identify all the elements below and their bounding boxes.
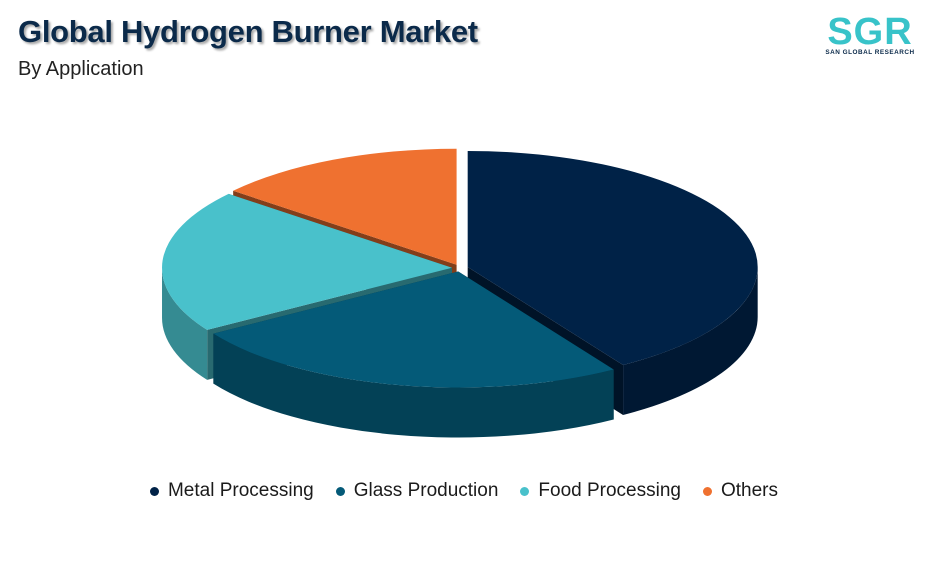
legend-label: Others <box>720 480 779 501</box>
legend-label: Metal Processing <box>167 480 314 501</box>
chart-subtitle: By Application <box>18 58 144 80</box>
legend-label: Food Processing <box>538 480 681 501</box>
pie-slice-glass-production <box>213 271 614 438</box>
slice-top-face <box>213 271 614 388</box>
legend-label: Glass Production <box>353 480 499 501</box>
slice-top-face <box>467 150 758 365</box>
slice-outer-wall <box>623 266 758 415</box>
pie-chart <box>162 148 758 438</box>
legend-item-metal-processing: Metal Processing <box>149 480 314 502</box>
legend-marker <box>702 486 712 496</box>
legend-marker <box>335 486 345 496</box>
slice-top-face <box>162 193 453 330</box>
slice-outer-wall <box>162 267 208 380</box>
slice-outer-wall <box>213 333 614 438</box>
legend-item-glass-production: Glass Production <box>335 480 499 502</box>
slice-top-face <box>233 148 457 265</box>
legend-item-others: Others <box>702 480 779 502</box>
logo-text: SGR <box>827 11 912 53</box>
legend-marker <box>520 486 530 496</box>
sgr-logo: SGR SAN GLOBAL RESEARCH <box>825 11 914 56</box>
chart-legend: Metal Processing Glass Production Food Pro… <box>0 480 928 502</box>
legend-marker <box>149 486 159 496</box>
chart-title: Global Hydrogen Burner Market <box>18 14 478 49</box>
legend-item-food-processing: Food Processing <box>520 480 681 502</box>
logo-tagline: SAN GLOBAL RESEARCH <box>825 49 914 56</box>
